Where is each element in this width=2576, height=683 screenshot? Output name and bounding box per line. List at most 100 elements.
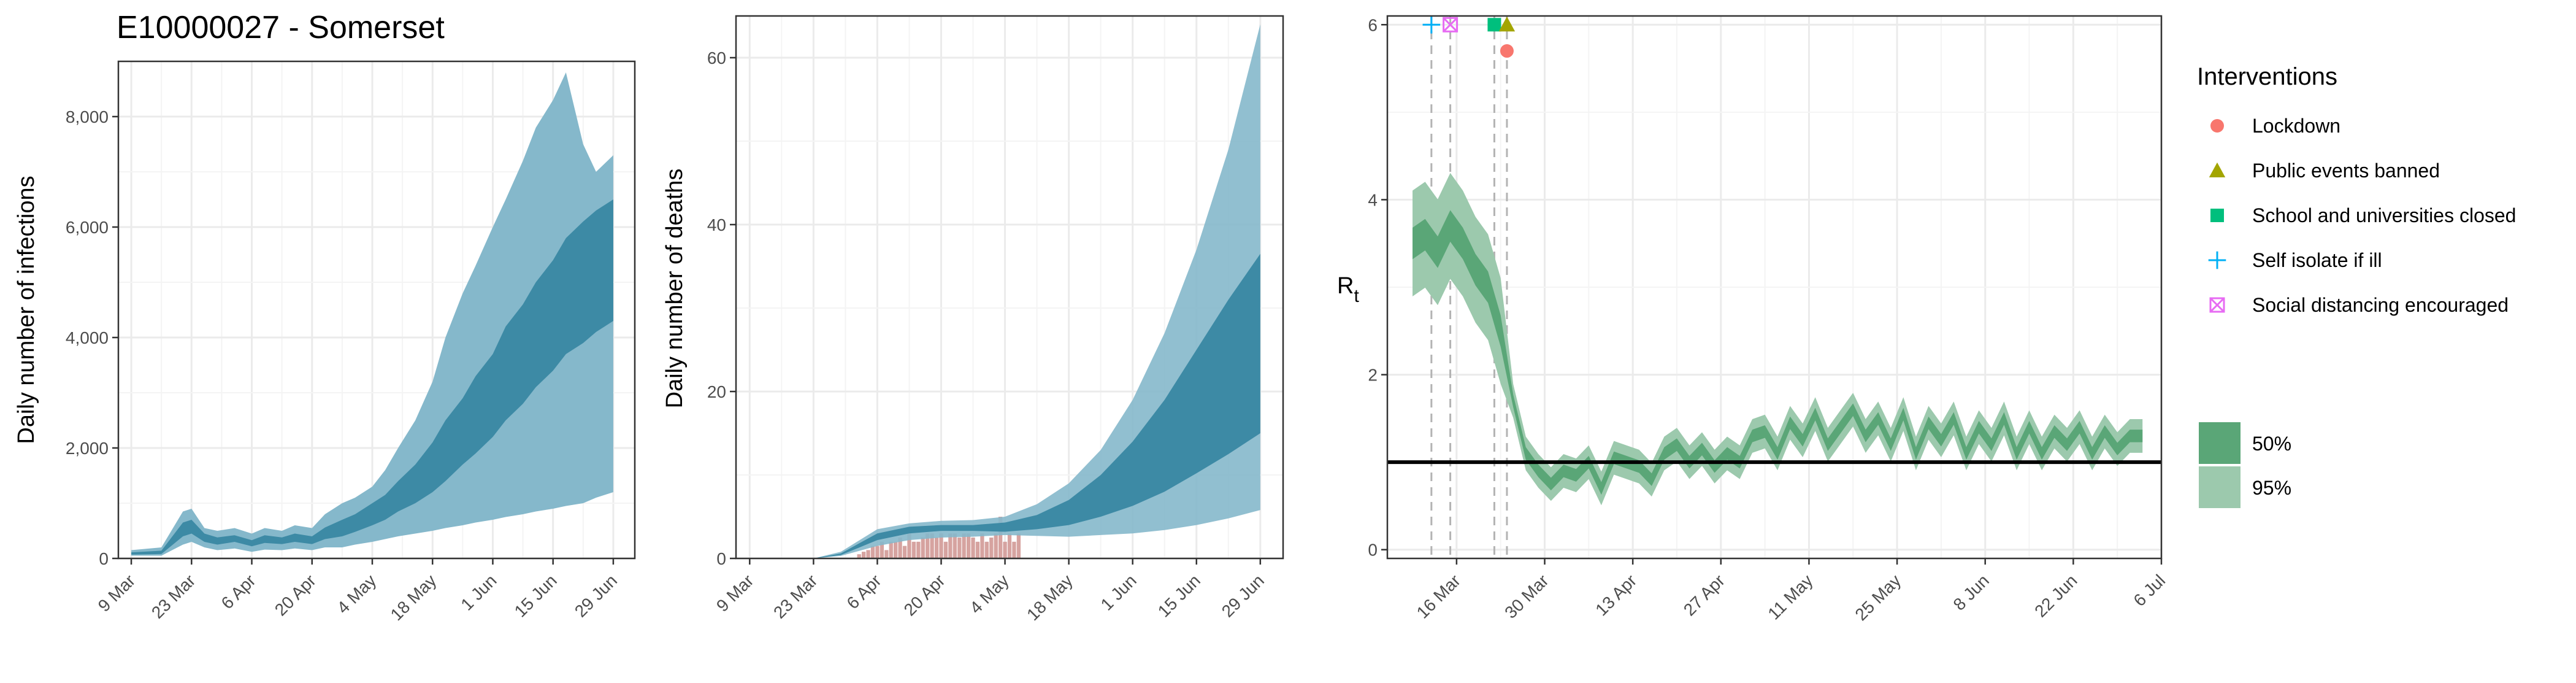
legend: Interventions Lockdown Public events bann… [2197, 63, 2516, 508]
legend-title: Interventions [2197, 63, 2337, 90]
x-tick-label: 30 Mar [1501, 571, 1552, 622]
band-50 [131, 199, 613, 555]
panel1-border [117, 60, 636, 560]
triangle-icon [2209, 162, 2226, 177]
x-tick-label: 6 Jul [2129, 571, 2169, 610]
legend-band-label: 50% [2252, 433, 2291, 455]
observed-death-bar [889, 541, 893, 558]
y-tick-label: 4,000 [66, 328, 109, 347]
rt-symbol: R [1337, 273, 1354, 299]
legend-item-label: Social distancing encouraged [2252, 294, 2509, 316]
x-tick-label: 15 Jun [1154, 571, 1204, 620]
observed-death-bar [984, 541, 989, 558]
x-tick-label: 18 May [1023, 571, 1076, 624]
y-tick-label: 4 [1368, 190, 1378, 209]
panel1-y-ticks: 0 2,000 4,000 6,000 8,000 [66, 107, 118, 568]
y-tick-label: 2,000 [66, 439, 109, 458]
observed-death-bar [980, 533, 984, 558]
legend-item-label: Lockdown [2252, 115, 2340, 137]
panel1-bands [131, 72, 613, 556]
panel3-border [1386, 15, 2163, 560]
band-95 [1413, 172, 2143, 506]
band-95 [749, 24, 1260, 559]
x-tick-label: 1 Jun [1097, 571, 1140, 614]
y-tick-label: 0 [716, 549, 726, 568]
panel2-x-ticks: 9 Mar 23 Mar 6 Apr 20 Apr 4 May 18 May 1 Jun 15… [713, 558, 1268, 624]
x-tick-label: 29 Jun [1218, 571, 1268, 620]
panel2-y-ticks: 0 20 40 60 [707, 48, 736, 568]
observed-death-bar [1016, 533, 1021, 558]
observed-death-bar [975, 541, 980, 558]
observed-death-bar [866, 550, 870, 558]
observed-death-bar [948, 533, 953, 558]
boxed-x-icon [1443, 17, 1459, 33]
x-tick-label: 9 Mar [713, 571, 757, 615]
observed-death-bar [943, 541, 948, 558]
x-tick-label: 9 Mar [94, 571, 139, 615]
x-tick-label: 23 Mar [148, 571, 199, 622]
legend-band-swatch [2199, 422, 2241, 464]
x-tick-label: 15 Jun [511, 571, 561, 620]
panel1-y-axis-title: Daily number of infections [13, 176, 39, 444]
x-tick-label: 6 Apr [843, 571, 885, 612]
y-tick-label: 6,000 [66, 218, 109, 237]
panel2-y-axis-title: Daily number of deaths [662, 169, 688, 409]
observed-death-bar [911, 541, 916, 558]
panel2-border [735, 15, 1284, 560]
circle-icon [1500, 44, 1514, 58]
x-tick-label: 6 Apr [218, 571, 259, 612]
x-tick-label: 20 Apr [900, 571, 949, 619]
observed-death-bar [880, 541, 884, 558]
figure-title: E10000027 - Somerset [117, 10, 445, 45]
square-icon [2210, 209, 2224, 222]
x-tick-label: 1 Jun [457, 571, 500, 614]
panel1-x-ticks: 9 Mar 23 Mar 6 Apr 20 Apr 4 May 18 May 1 Jun 15… [94, 558, 621, 624]
observed-death-bar [939, 533, 943, 558]
observed-death-bar [966, 533, 971, 558]
boxed-x-icon-b [2209, 297, 2225, 313]
y-tick-label: 6 [1368, 15, 1378, 34]
y-tick-label: 8,000 [66, 107, 109, 126]
panel2-observed-bars [857, 517, 1021, 558]
boxed-x-icon [2209, 297, 2225, 313]
observed-death-bar [857, 554, 861, 558]
observed-death-bar [953, 533, 957, 558]
panel3-intervention-markers [1422, 15, 1516, 58]
observed-death-bar [875, 546, 880, 558]
observed-death-bar [1003, 541, 1007, 558]
y-tick-label: 0 [99, 549, 109, 568]
observed-death-bar [898, 538, 902, 558]
observed-death-bar [962, 533, 966, 558]
boxed-x-icon-box [2209, 297, 2225, 313]
band-50 [749, 253, 1260, 558]
y-tick-label: 60 [707, 48, 726, 68]
infections-panel: 9 Mar 23 Mar 6 Apr 20 Apr 4 May 18 May 1 Jun 15… [13, 60, 636, 624]
y-tick-label: 2 [1368, 366, 1378, 385]
panel3-bands [1413, 172, 2143, 506]
observed-death-bar [998, 517, 1003, 558]
y-tick-label: 20 [707, 382, 726, 401]
x-tick-label: 16 Mar [1413, 571, 1465, 622]
plus-icon [1422, 15, 1441, 34]
boxed-x-icon-b [1443, 17, 1458, 33]
observed-death-bar [957, 538, 962, 558]
observed-death-bar [934, 538, 939, 558]
circle-icon [2210, 119, 2224, 133]
observed-death-bar [930, 533, 934, 558]
panel3-x-ticks: 16 Mar 30 Mar 13 Apr 27 Apr 11 May 25 May 8 Ju… [1413, 558, 2169, 624]
y-tick-label: 0 [1368, 541, 1378, 560]
triangle-icon [1498, 17, 1516, 32]
observed-death-bar [921, 538, 925, 558]
x-tick-label: 25 May [1851, 571, 1904, 624]
observed-death-bar [926, 533, 930, 558]
boxed-x-icon-box [1443, 17, 1459, 33]
rt-subscript: t [1354, 286, 1359, 306]
observed-death-bar [994, 533, 998, 558]
legend-item-label: School and universities closed [2252, 204, 2516, 226]
legend-item-label: Self isolate if ill [2252, 249, 2382, 271]
x-tick-label: 27 Apr [1680, 571, 1728, 619]
square-icon [1487, 18, 1501, 32]
legend-band-label: 95% [2252, 477, 2291, 499]
panel3-y-ticks: 0 2 4 6 [1368, 15, 1387, 560]
observed-death-bar [894, 541, 898, 558]
